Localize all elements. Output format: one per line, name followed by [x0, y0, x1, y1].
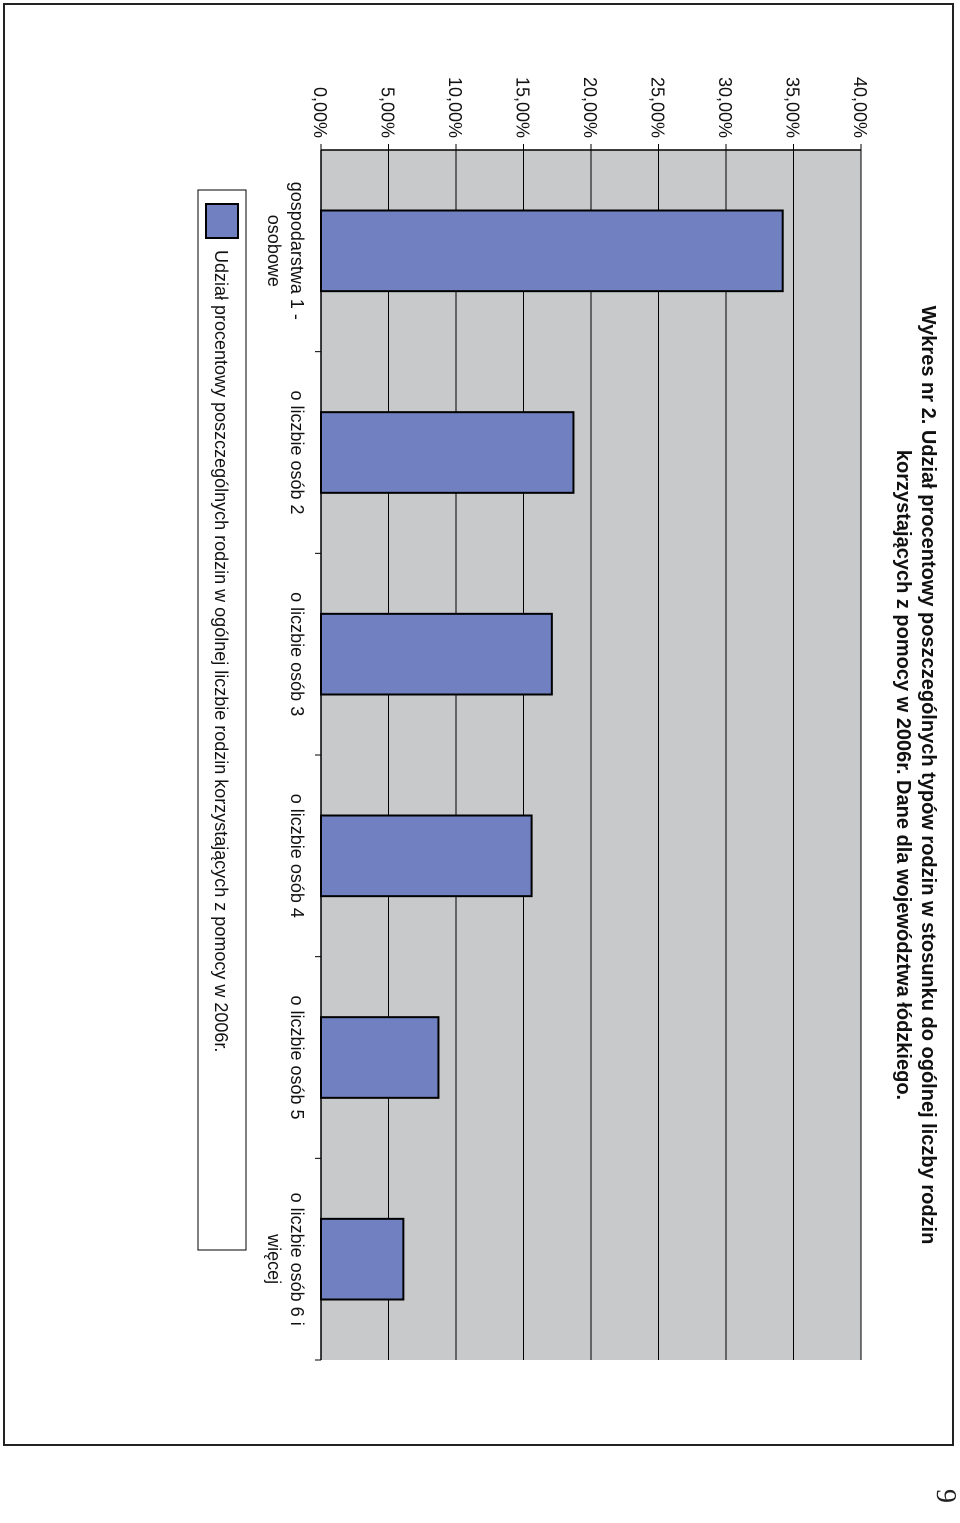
legend: Udział procentowy poszczególnych rodzin …: [197, 189, 247, 1251]
bar: [320, 1016, 440, 1099]
page-number: 9: [930, 1489, 960, 1503]
legend-label: Udział procentowy poszczególnych rodzin …: [211, 250, 231, 1052]
bar: [319, 209, 784, 293]
plot-area-group: 0,00% 5,00% 10,00% 15,00% 20,00% 25,00% 30,00%…: [264, 77, 870, 1361]
x-category-label: osobowe: [264, 215, 284, 287]
rotated-chart-container: Wykres nr 2. Udział procentowy poszczegó…: [16, 0, 956, 1440]
chart-title-line-1: Wykres nr 2. Udział procentowy poszczegó…: [917, 306, 939, 1245]
x-category-label: o liczbie osób 3: [287, 592, 307, 716]
y-tick-label: 15,00%: [513, 77, 533, 138]
page-frame: [3, 3, 954, 1446]
x-category-label: gospodarstwa 1 -: [287, 182, 307, 320]
y-tick-label: 20,00%: [580, 77, 600, 138]
y-tick-label: 10,00%: [445, 77, 465, 138]
bar-chart: Wykres nr 2. Udział procentowy poszczegó…: [197, 77, 939, 1361]
y-tick-label: 5,00%: [378, 87, 398, 138]
y-tick-label: 0,00%: [310, 87, 330, 138]
y-tick-label: 25,00%: [648, 77, 668, 138]
legend-box: [197, 189, 247, 1251]
bar: [319, 1217, 405, 1301]
y-tick-label: 35,00%: [783, 77, 803, 138]
bar: [320, 411, 575, 494]
chart-title-line-2: korzystających z pomocy w 2006r. Dane dl…: [892, 450, 914, 1100]
x-category-label: o liczbie osób 6 i: [287, 1193, 307, 1326]
x-category-label: o liczbie osób 5: [287, 995, 307, 1119]
y-tick-label: 30,00%: [715, 77, 735, 138]
x-category-label: więcej: [264, 1233, 284, 1284]
bar: [320, 612, 553, 696]
legend-swatch: [205, 203, 239, 239]
x-category-label: o liczbie osób 4: [287, 794, 307, 918]
y-tick-label: 40,00%: [850, 77, 870, 138]
bar: [320, 814, 533, 898]
x-category-label: o liczbie osób 2: [287, 390, 307, 514]
